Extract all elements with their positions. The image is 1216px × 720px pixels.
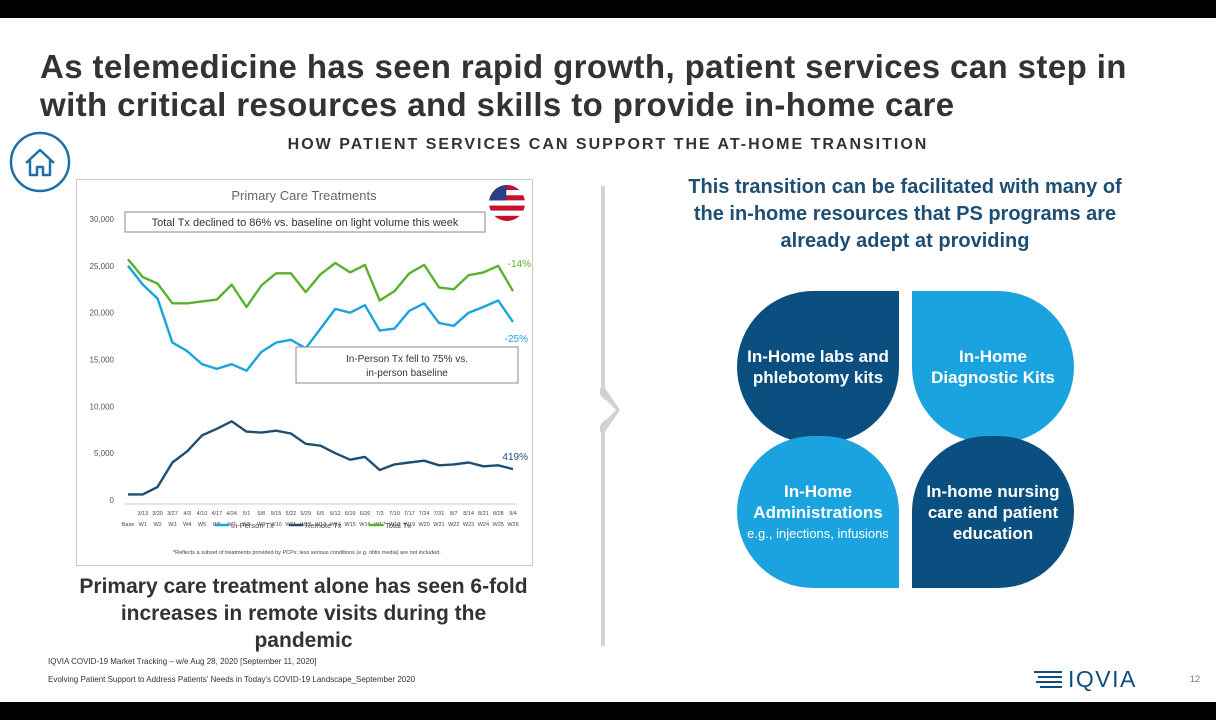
x-tick-date: 7/10 bbox=[389, 511, 400, 517]
x-tick-date: 6/26 bbox=[360, 511, 371, 517]
x-tick-week: W21 bbox=[433, 522, 444, 528]
x-tick-date: 5/29 bbox=[300, 511, 311, 517]
x-tick-week: W9 bbox=[257, 522, 265, 528]
x-tick-date: 8/7 bbox=[450, 511, 458, 517]
series-line-total-tx bbox=[127, 258, 515, 309]
us-flag-icon bbox=[489, 185, 525, 221]
series-line-in-person-tx bbox=[127, 265, 514, 372]
x-tick-date: 6/19 bbox=[345, 511, 356, 517]
petal-title: In-Home Administrations bbox=[753, 482, 883, 522]
home-icon[interactable] bbox=[8, 130, 72, 194]
y-tick-label: 20,000 bbox=[90, 309, 115, 318]
petal-in-home-labs: In-Home labs and phlebotomy kits bbox=[737, 291, 899, 443]
chart-panel: Primary Care Treatments 0 5,000 10,000 15,00… bbox=[76, 179, 533, 566]
chart-title: Primary Care Treatments bbox=[231, 188, 377, 203]
x-tick-week: W24 bbox=[478, 522, 489, 528]
y-tick-label: 25,000 bbox=[90, 262, 115, 271]
primary-care-chart: Primary Care Treatments 0 5,000 10,000 15,00… bbox=[90, 185, 531, 556]
series-line-remote-tx bbox=[128, 420, 514, 496]
petal-diagnostic-kits: In-Home Diagnostic Kits bbox=[912, 291, 1074, 443]
x-tick-week: W25 bbox=[493, 522, 504, 528]
x-tick-date: 7/24 bbox=[419, 511, 430, 517]
annotation-in-person-line1: In-Person Tx fell to 75% vs. bbox=[346, 354, 468, 365]
x-tick-date: 8/14 bbox=[463, 511, 474, 517]
petal-subtitle: e.g., injections, infusions bbox=[747, 526, 889, 541]
end-label-in-person: -25% bbox=[505, 334, 528, 345]
slide-title: As telemedicine has seen rapid growth, p… bbox=[40, 48, 1127, 123]
iqvia-logo: IQVIA bbox=[1034, 666, 1137, 693]
end-label-total: -14% bbox=[508, 259, 531, 270]
x-tick-week: W16 bbox=[359, 522, 370, 528]
petal-nursing-care: In-home nursing care and patient educati… bbox=[912, 436, 1074, 588]
x-tick-week: W2 bbox=[153, 522, 161, 528]
petal-title: In-home nursing care and patient educati… bbox=[926, 481, 1060, 543]
x-tick-week: W22 bbox=[448, 522, 459, 528]
x-tick-date: 9/4 bbox=[509, 511, 517, 517]
logo-text: IQVIA bbox=[1068, 666, 1137, 692]
x-tick-date: 7/3 bbox=[376, 511, 384, 517]
y-tick-label: 30,000 bbox=[90, 215, 115, 224]
end-label-remote: 419% bbox=[502, 452, 528, 463]
x-tick-date: 5/15 bbox=[271, 511, 282, 517]
x-tick-date: 3/13 bbox=[137, 511, 148, 517]
x-tick-week: W19 bbox=[404, 522, 415, 528]
x-tick-week: W13 bbox=[315, 522, 326, 528]
slide: As telemedicine has seen rapid growth, p… bbox=[0, 18, 1216, 702]
x-tick-date: 5/1 bbox=[243, 511, 251, 517]
source-line-1: IQVIA COVID-19 Market Tracking – w/e Aug… bbox=[48, 657, 317, 666]
x-tick-week: W7 bbox=[228, 522, 236, 528]
petal-title: In-Home Diagnostic Kits bbox=[931, 347, 1055, 387]
legend-label: In-Person Tx bbox=[231, 521, 274, 530]
x-tick-date: 7/31 bbox=[434, 511, 445, 517]
y-tick-label: 15,000 bbox=[90, 356, 115, 365]
annotation-in-person-line2: in-person baseline bbox=[366, 368, 448, 379]
x-tick-date: 8/21 bbox=[478, 511, 489, 517]
x-tick-date: 5/22 bbox=[286, 511, 297, 517]
x-tick-date: 4/3 bbox=[183, 511, 191, 517]
divider-chevron-icon bbox=[600, 388, 620, 432]
y-tick-label: 0 bbox=[110, 496, 115, 505]
x-tick-date: 6/12 bbox=[330, 511, 341, 517]
petal-administrations: In-Home Administrations e.g., injections… bbox=[737, 436, 899, 588]
x-tick-week: W18 bbox=[389, 522, 400, 528]
x-tick-week: W15 bbox=[344, 522, 355, 528]
legend-label: Remote Tx bbox=[305, 521, 342, 530]
chart-footnote: *Reflects a subset of treatments provide… bbox=[173, 550, 441, 556]
annotation-box-in-person bbox=[295, 346, 519, 384]
x-tick-date: 4/10 bbox=[197, 511, 208, 517]
x-tick-week: W1 bbox=[139, 522, 147, 528]
x-tick-week: W5 bbox=[198, 522, 206, 528]
y-tick-label: 5,000 bbox=[94, 449, 115, 458]
x-tick-week: W3 bbox=[168, 522, 176, 528]
annotation-total: Total Tx declined to 86% vs. baseline on… bbox=[152, 217, 459, 229]
petal-title: In-Home labs and phlebotomy kits bbox=[747, 347, 889, 387]
x-tick-week: W20 bbox=[418, 522, 429, 528]
x-tick-date: 4/17 bbox=[211, 511, 222, 517]
x-tick-date: 3/20 bbox=[152, 511, 163, 517]
x-tick-week: W12 bbox=[300, 522, 311, 528]
right-heading: This transition can be facilitated with … bbox=[688, 176, 1122, 252]
x-tick-date: 5/8 bbox=[257, 511, 265, 517]
left-caption: Primary care treatment alone has seen 6-… bbox=[79, 575, 528, 652]
slide-subtitle: HOW PATIENT SERVICES CAN SUPPORT THE AT-… bbox=[287, 136, 929, 153]
x-tick-week: W23 bbox=[463, 522, 474, 528]
x-tick-week: W8 bbox=[242, 522, 250, 528]
iqvia-logo-icon bbox=[1034, 670, 1062, 688]
x-tick-date: 6/5 bbox=[317, 511, 325, 517]
x-tick-week: W26 bbox=[507, 522, 518, 528]
annotation-box-total bbox=[124, 211, 486, 233]
x-tick-week: W4 bbox=[183, 522, 191, 528]
page-number: 12 bbox=[1190, 674, 1201, 684]
y-tick-label: 10,000 bbox=[90, 402, 115, 411]
x-tick-week: W14 bbox=[330, 522, 341, 528]
legend-label: Total Tx bbox=[385, 521, 411, 530]
x-tick-date: 7/17 bbox=[404, 511, 415, 517]
x-tick-week: W10 bbox=[270, 522, 281, 528]
source-line-2: Evolving Patient Support to Address Pati… bbox=[48, 675, 416, 684]
x-tick-date: 4/24 bbox=[226, 511, 237, 517]
x-tick-week: Base bbox=[122, 522, 135, 528]
x-tick-date: 3/27 bbox=[167, 511, 178, 517]
x-tick-date: 8/28 bbox=[493, 511, 504, 517]
